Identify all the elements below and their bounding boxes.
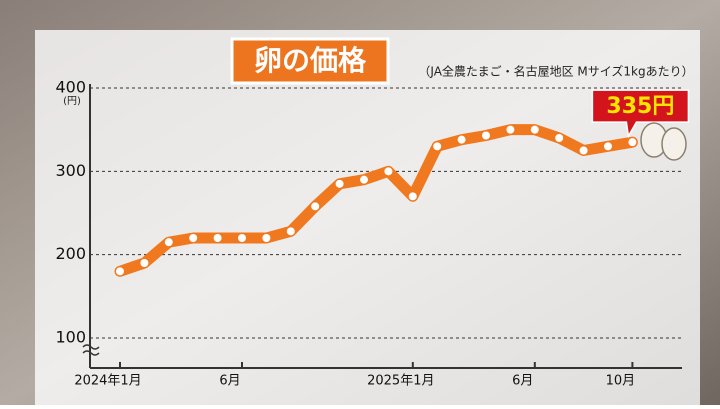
point	[140, 259, 149, 267]
chart-title: 卵の価格	[254, 44, 367, 77]
point	[457, 135, 466, 144]
panel	[35, 30, 700, 405]
point	[116, 267, 124, 276]
point	[335, 179, 344, 188]
y-tick-label: 100	[55, 328, 86, 347]
point	[384, 167, 393, 176]
point	[213, 234, 222, 242]
point	[189, 234, 198, 242]
point	[311, 202, 320, 211]
point	[164, 238, 173, 247]
chart-subtitle: （JA全農たまご・名古屋地区 Mサイズ1kgあたり）	[418, 64, 693, 79]
y-tick-label: 200	[55, 244, 86, 263]
title-box	[230, 37, 390, 85]
point	[360, 175, 368, 184]
point	[555, 134, 564, 142]
x-tick-label: 6月	[219, 374, 240, 389]
point	[433, 142, 442, 151]
y-tick-label: 400	[55, 78, 86, 97]
line	[114, 124, 638, 277]
axis-break	[82, 344, 100, 356]
point	[506, 125, 515, 134]
value-label: 335円	[606, 94, 674, 119]
point	[262, 234, 271, 242]
point	[530, 125, 539, 134]
point	[579, 146, 588, 155]
y-tick-label: 300	[55, 161, 86, 180]
point	[604, 142, 612, 151]
x-tick-label: 2024年1月	[74, 374, 141, 389]
x-tick-label: 10月	[606, 374, 636, 389]
point	[628, 138, 637, 147]
callout-box	[591, 89, 690, 139]
eggs-icon	[640, 122, 687, 161]
point	[482, 131, 490, 140]
point	[286, 227, 295, 236]
x-tick-label: 2025年1月	[367, 374, 434, 389]
point	[408, 192, 417, 201]
y-unit: (円)	[63, 96, 81, 107]
point	[238, 234, 246, 242]
x-tick-label: 6月	[512, 374, 533, 389]
